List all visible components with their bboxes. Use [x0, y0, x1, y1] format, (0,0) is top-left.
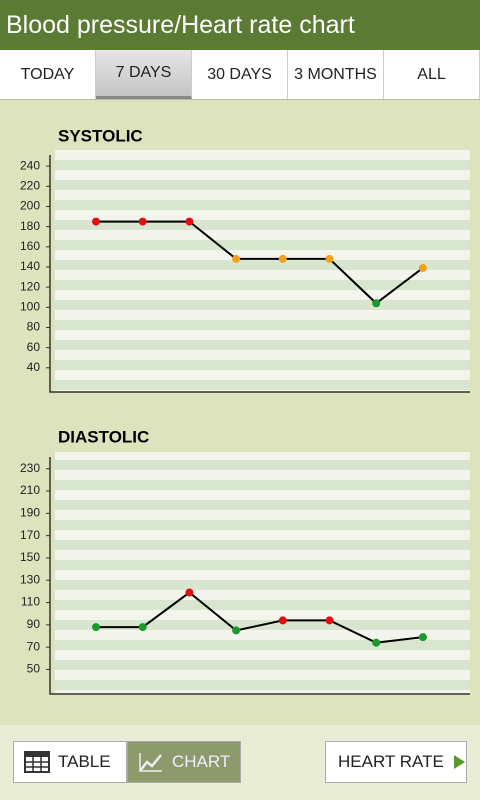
chart-title: SYSTOLIC	[58, 126, 143, 145]
point	[372, 638, 381, 647]
y-tick-label: 190	[20, 506, 40, 520]
point	[232, 626, 241, 635]
tab[interactable]: 7 DAYS	[96, 50, 192, 99]
line	[96, 220, 424, 305]
button-label: TABLE	[58, 752, 111, 771]
y-tick-label: 200	[20, 199, 40, 213]
table-button[interactable]: TABLE	[13, 741, 127, 783]
axis	[49, 155, 470, 393]
y-tick-label: 90	[27, 617, 41, 631]
y-tick-label: 240	[20, 158, 40, 172]
arrow-icon	[453, 755, 465, 769]
table-icon	[24, 751, 50, 773]
app-title: Blood pressure/Heart rate chart	[0, 0, 480, 50]
point	[185, 588, 194, 597]
chart-button[interactable]: CHART	[127, 741, 241, 783]
y-tick-label: 170	[20, 528, 40, 542]
point	[138, 217, 147, 226]
y-tick-label: 100	[20, 299, 40, 313]
point	[278, 254, 287, 263]
chart-icon	[139, 753, 162, 772]
y-tick-label: 80	[27, 320, 41, 334]
tab[interactable]: TODAY	[0, 50, 96, 99]
point	[232, 254, 241, 263]
line	[96, 591, 424, 644]
y-tick-label: 50	[27, 662, 41, 676]
y-tick-label: 150	[20, 550, 40, 564]
y-tick-label: 40	[27, 360, 41, 374]
chart-title: DIASTOLIC	[58, 427, 149, 446]
point	[418, 633, 427, 642]
tab-bar: TODAY 7 DAYS 30 DAYS 3 MONTHS ALL	[0, 50, 480, 100]
y-tick-label: 180	[20, 219, 40, 233]
point	[92, 217, 100, 226]
footer: TABLE CHART HEART RATE	[0, 725, 480, 800]
point	[92, 623, 100, 632]
point	[138, 623, 147, 632]
y-tick-label: 130	[20, 572, 40, 586]
y-tick-label: 160	[20, 239, 40, 253]
point	[278, 616, 287, 625]
point	[372, 299, 381, 308]
y-tick-label: 210	[20, 483, 40, 497]
y-tick-label: 140	[20, 259, 40, 273]
heart-rate-button[interactable]: HEART RATE	[325, 741, 467, 783]
y-tick-label: 120	[20, 279, 40, 293]
tab[interactable]: 30 DAYS	[192, 50, 288, 99]
y-tick-label: 110	[21, 595, 40, 609]
point	[325, 254, 334, 263]
plot-background	[55, 150, 470, 392]
plot-background	[55, 452, 470, 694]
point	[185, 217, 194, 226]
button-label: HEART RATE	[338, 752, 444, 771]
tab[interactable]: ALL	[384, 50, 480, 99]
button-label: CHART	[172, 752, 231, 771]
tab[interactable]: 3 MONTHS	[288, 50, 384, 99]
y-tick-label: 230	[20, 461, 40, 475]
point	[418, 263, 427, 272]
y-tick-label: 70	[27, 639, 41, 653]
y-tick-label: 60	[27, 340, 41, 354]
y-tick-label: 220	[20, 178, 40, 192]
point	[325, 616, 334, 625]
